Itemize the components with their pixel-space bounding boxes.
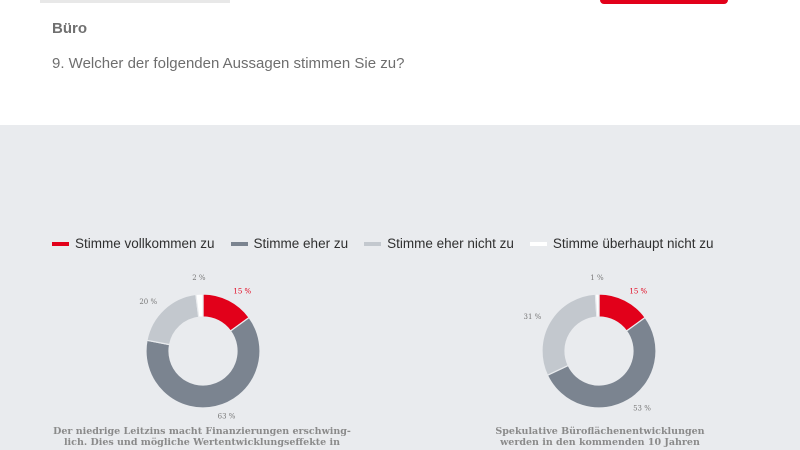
data-label-ueberhaupt-nicht: 1 %	[590, 274, 604, 282]
data-label-vollkommen: 15 %	[629, 287, 647, 295]
legend-swatch	[529, 241, 547, 246]
legend-item-eher: Stimme eher zu	[230, 236, 349, 251]
donut-chart-svg: 15 % 63 % 20 % 2 %	[139, 274, 261, 420]
legend-item-eher-nicht: Stimme eher nicht zu	[364, 236, 514, 251]
donut-slice-eher-nicht	[541, 293, 598, 377]
legend-label: Stimme eher nicht zu	[387, 236, 514, 251]
top-decoration-bar	[40, 0, 230, 3]
legend-item-ueberhaupt-nicht: Stimme überhaupt nicht zu	[529, 236, 714, 251]
legend: Stimme vollkommen zu Stimme eher zu Stim…	[52, 236, 730, 251]
caption-text: Spekulative Büroflächenentwicklungen wer…	[495, 426, 705, 448]
chart-caption-leitzins: Der niedrige Leitzins macht Finanzierung…	[42, 426, 362, 448]
donut-slice-eher	[546, 316, 657, 409]
legend-swatch	[230, 241, 248, 246]
legend-swatch	[52, 241, 69, 246]
donut-chart-svg: 15 % 53 % 31 % 1 %	[524, 274, 657, 413]
donut-slice-ueberhaupt-nicht	[594, 293, 600, 318]
caption-text: Der niedrige Leitzins macht Finanzierung…	[53, 426, 351, 448]
chart-panel	[0, 125, 800, 450]
legend-label: Stimme überhaupt nicht zu	[552, 236, 714, 251]
donut-chart-leitzins: 15 % 63 % 20 % 2 %	[139, 274, 265, 420]
section-title: Büro	[52, 20, 87, 37]
data-label-eher: 53 %	[633, 405, 651, 413]
donut-slice-ueberhaupt-nicht	[195, 293, 204, 318]
data-label-ueberhaupt-nicht: 2 %	[192, 274, 206, 282]
legend-item-vollkommen: Stimme vollkommen zu	[52, 236, 215, 251]
question-text: 9. Welcher der folgenden Aussagen stimme…	[52, 55, 405, 72]
data-label-eher: 63 %	[218, 412, 236, 420]
legend-label: Stimme eher zu	[253, 236, 349, 251]
brand-accent-bar	[600, 0, 728, 4]
data-label-eher-nicht: 31 %	[524, 313, 542, 321]
legend-label: Stimme vollkommen zu	[75, 236, 215, 251]
donut-chart-spekulative: 15 % 53 % 31 % 1 %	[524, 274, 661, 413]
chart-caption-spekulative: Spekulative Büroflächenentwicklungen wer…	[440, 426, 760, 448]
donut-slice-eher	[145, 316, 261, 409]
data-label-vollkommen: 15 %	[233, 287, 251, 295]
legend-swatch	[364, 241, 382, 246]
data-label-eher-nicht: 20 %	[139, 298, 157, 306]
